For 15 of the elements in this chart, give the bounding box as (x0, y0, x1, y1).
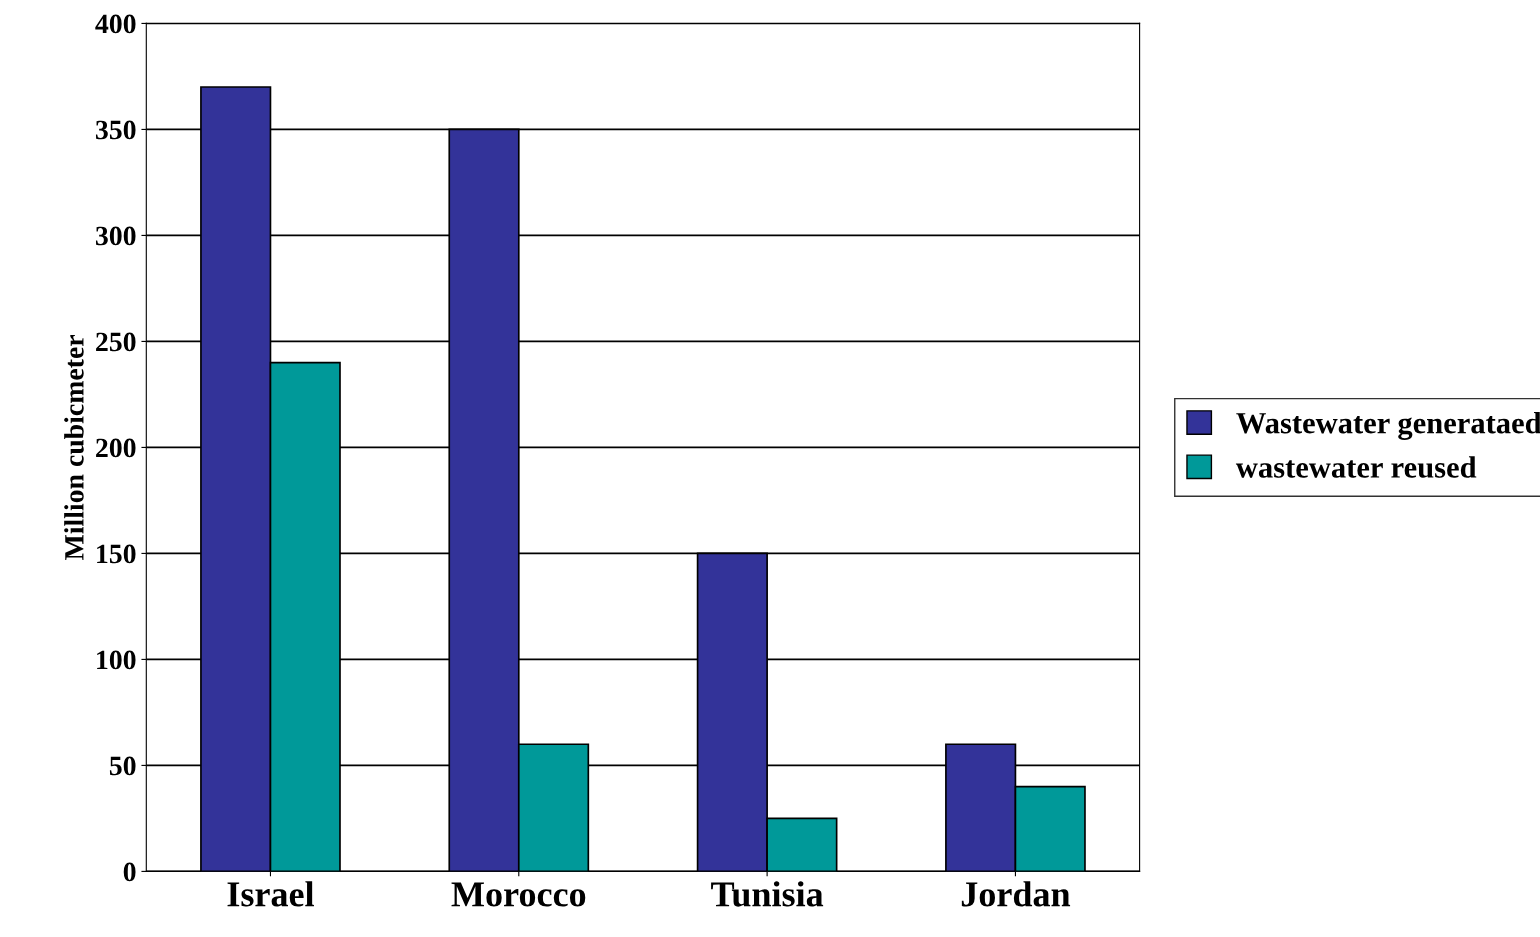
x-tick-label: Israel (227, 881, 314, 907)
y-tick-label: 300 (95, 226, 136, 246)
y-tick-label: 100 (97, 650, 136, 670)
y-tick-label: 250 (96, 332, 136, 352)
y-tick-label: 50 (109, 756, 136, 776)
legend-label: wastewater reused (1235, 456, 1477, 478)
x-tick-label: Jordan (961, 881, 1071, 907)
y-tick-label: 150 (97, 544, 136, 564)
y-tick-label: 400 (95, 14, 136, 34)
y-tick-label: 350 (95, 120, 136, 140)
y-tick-label: 0 (123, 862, 136, 882)
x-tick-label: Tunisia (711, 881, 824, 907)
y-tick-label: 200 (96, 438, 136, 458)
y-axis-title: Million cubicmeter (64, 335, 84, 560)
x-tick-label: Morocco (451, 882, 586, 907)
